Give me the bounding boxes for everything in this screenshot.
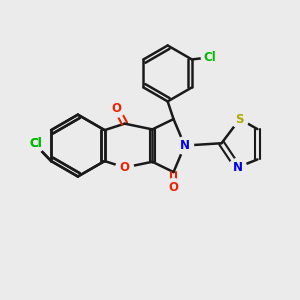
Text: O: O (120, 161, 130, 174)
Circle shape (165, 178, 182, 196)
Text: S: S (236, 112, 244, 126)
Text: O: O (111, 102, 122, 115)
Circle shape (231, 110, 249, 128)
Text: O: O (169, 181, 178, 194)
Text: Cl: Cl (29, 137, 42, 150)
Circle shape (116, 159, 134, 176)
Text: Cl: Cl (29, 137, 42, 150)
Text: N: N (233, 161, 243, 174)
Circle shape (201, 48, 219, 66)
Text: N: N (180, 139, 190, 152)
Circle shape (27, 134, 45, 152)
Text: Cl: Cl (204, 51, 217, 64)
Circle shape (229, 158, 247, 176)
Circle shape (176, 137, 194, 154)
Circle shape (108, 100, 125, 117)
Circle shape (27, 134, 45, 152)
